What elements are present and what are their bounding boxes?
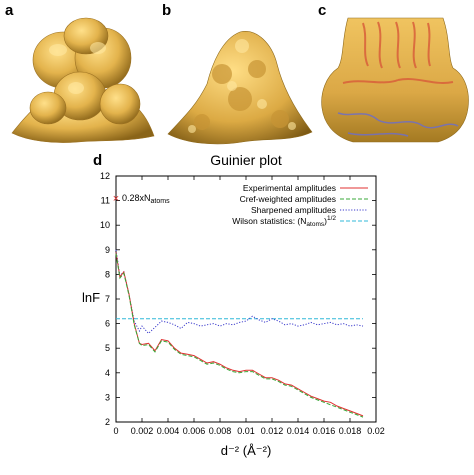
y-tick-label: 10 (100, 220, 110, 230)
panel-label-b: b (162, 2, 172, 19)
y-tick-label: 11 (101, 196, 110, 206)
legend-label: Wilson statistics: (Natoms)1/2 (232, 215, 336, 228)
x-tick-label: 0.012 (261, 426, 284, 436)
x-axis: 0 0.002 0.004 0.006 0.008 0.01 0.012 0.014 0.016… (113, 176, 385, 436)
density-map-c (318, 8, 472, 148)
y-tick-label: 9 (105, 245, 110, 255)
legend-label: Experimental amplitudes (243, 183, 336, 193)
annotation-marker: × (113, 193, 119, 205)
density-lobe (99, 83, 141, 125)
y-tick-label: 2 (105, 417, 110, 427)
model-chains (337, 112, 459, 137)
plot-frame (115, 175, 377, 423)
x-tick-label: 0.014 (287, 426, 310, 436)
y-tick-label: 4 (105, 368, 110, 378)
x-tick-label: 0.008 (209, 426, 232, 436)
chart-title: Guinier plot (210, 152, 282, 168)
annotation-label: 0.28xNatoms (122, 193, 170, 205)
x-tick-label: 0.002 (131, 426, 154, 436)
y-tick-label: 5 (105, 343, 110, 353)
x-tick-label: 0 (113, 426, 118, 436)
density-map-a (8, 8, 158, 148)
model-helices (342, 21, 454, 84)
density-lobe (29, 91, 67, 125)
y-tick-label: 8 (105, 269, 110, 279)
legend-label: Cref-weighted amplitudes (240, 194, 336, 204)
y-tick-label: 6 (105, 319, 110, 329)
annotation: × 0.28xNatoms (113, 193, 170, 205)
x-tick-label: 0.004 (157, 426, 180, 436)
density-map-b (162, 14, 318, 148)
panel-label-a: a (5, 2, 14, 19)
panel-label-d: d (93, 152, 103, 169)
legend-label: Sharpened amplitudes (251, 205, 336, 215)
y-axis: 2 3 4 5 6 7 8 9 10 11 12 (100, 171, 376, 427)
x-tick-label: 0.016 (313, 426, 336, 436)
y-tick-label: 3 (105, 392, 110, 402)
series-line-0 (115, 252, 364, 417)
x-tick-label: 0.018 (339, 426, 362, 436)
y-tick-label: 7 (105, 294, 110, 304)
series-line-1 (115, 253, 364, 418)
x-tick-label: 0.01 (237, 426, 255, 436)
y-axis-label: lnF (82, 290, 100, 305)
guinier-plot: Guinier plot 0 0.002 0.004 0.006 0.008 0.01 0.… (82, 152, 385, 458)
y-tick-label: 12 (100, 171, 110, 181)
x-tick-label: 0.02 (367, 426, 385, 436)
panel-label-c: c (318, 2, 327, 19)
x-tick-label: 0.006 (183, 426, 206, 436)
series-layer (115, 249, 364, 418)
x-axis-label: d⁻² (Å⁻²) (221, 443, 272, 458)
series-line-2 (115, 249, 364, 335)
